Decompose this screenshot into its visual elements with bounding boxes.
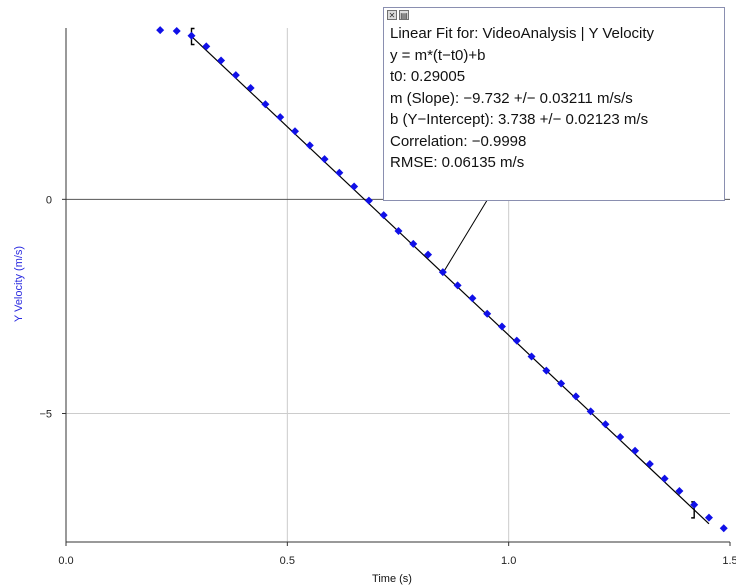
options-menu-icon[interactable]: ▤	[399, 10, 409, 20]
data-point	[217, 56, 226, 65]
data-point	[645, 460, 654, 469]
data-point	[675, 487, 684, 496]
fit-rmse: RMSE: 0.06135 m/s	[390, 154, 525, 171]
data-point	[261, 100, 270, 109]
fit-box-text: Linear Fit for: VideoAnalysis | Y Veloci…	[390, 23, 720, 174]
data-point	[704, 513, 713, 522]
data-point	[557, 379, 566, 388]
fit-title: Linear Fit for: VideoAnalysis | Y Veloci…	[390, 25, 655, 42]
data-point	[156, 26, 165, 35]
data-point	[202, 42, 211, 51]
data-point	[290, 127, 299, 136]
data-point	[172, 26, 181, 35]
x-tick-label: 1.0	[501, 555, 516, 567]
data-point	[616, 433, 625, 442]
data-point	[364, 196, 373, 205]
data-point	[631, 446, 640, 455]
close-icon[interactable]: ✕	[387, 10, 397, 20]
fit-t0: t0: 0.29005	[390, 68, 466, 85]
data-point	[409, 239, 418, 248]
data-point	[335, 168, 344, 177]
fit-intercept: b (Y−Intercept): 3.738 +/− 0.02123 m/s	[390, 111, 649, 128]
data-point	[601, 420, 610, 429]
x-tick-label: 1.5	[722, 555, 736, 567]
data-point	[379, 211, 388, 220]
tick-labels: 0.0 0.5 1.0 1.5 0 −5	[39, 194, 736, 567]
data-point	[571, 392, 580, 401]
data-point	[438, 268, 447, 277]
data-point	[542, 366, 551, 375]
data-points	[156, 26, 728, 533]
data-point	[246, 83, 255, 92]
fit-box-controls: ✕ ▤	[387, 10, 409, 21]
plot-axes	[62, 28, 731, 546]
data-point	[512, 336, 521, 345]
y-tick-label: 0	[46, 194, 52, 206]
data-point	[453, 281, 462, 290]
y-tick-label: −5	[39, 409, 52, 421]
data-point	[305, 141, 314, 150]
data-point	[468, 294, 477, 303]
data-point	[320, 155, 329, 164]
data-point	[187, 31, 196, 40]
data-point	[527, 352, 536, 361]
data-point	[276, 113, 285, 122]
x-axis-label: Time (s)	[372, 573, 412, 585]
fit-range-bracket-right	[691, 501, 695, 519]
data-point	[690, 500, 699, 509]
fit-slope: m (Slope): −9.732 +/− 0.03211 m/s/s	[390, 89, 633, 107]
x-tick-label: 0.0	[58, 555, 73, 567]
y-axis-label: Y Velocity (m/s)	[13, 246, 25, 322]
x-tick-label: 0.5	[280, 555, 295, 567]
data-point	[424, 250, 433, 259]
data-point	[350, 182, 359, 191]
data-point	[719, 524, 728, 533]
data-point	[394, 227, 403, 236]
data-point	[586, 407, 595, 416]
data-point	[483, 309, 492, 318]
data-point	[660, 474, 669, 483]
fit-equation: y = m*(t−t0)+b	[390, 46, 486, 64]
fit-correlation: Correlation: −0.9998	[390, 132, 527, 150]
linear-fit-info-box[interactable]: ✕ ▤ Linear Fit for: VideoAnalysis | Y Ve…	[383, 7, 725, 201]
data-point	[231, 71, 240, 80]
data-point	[497, 322, 506, 331]
